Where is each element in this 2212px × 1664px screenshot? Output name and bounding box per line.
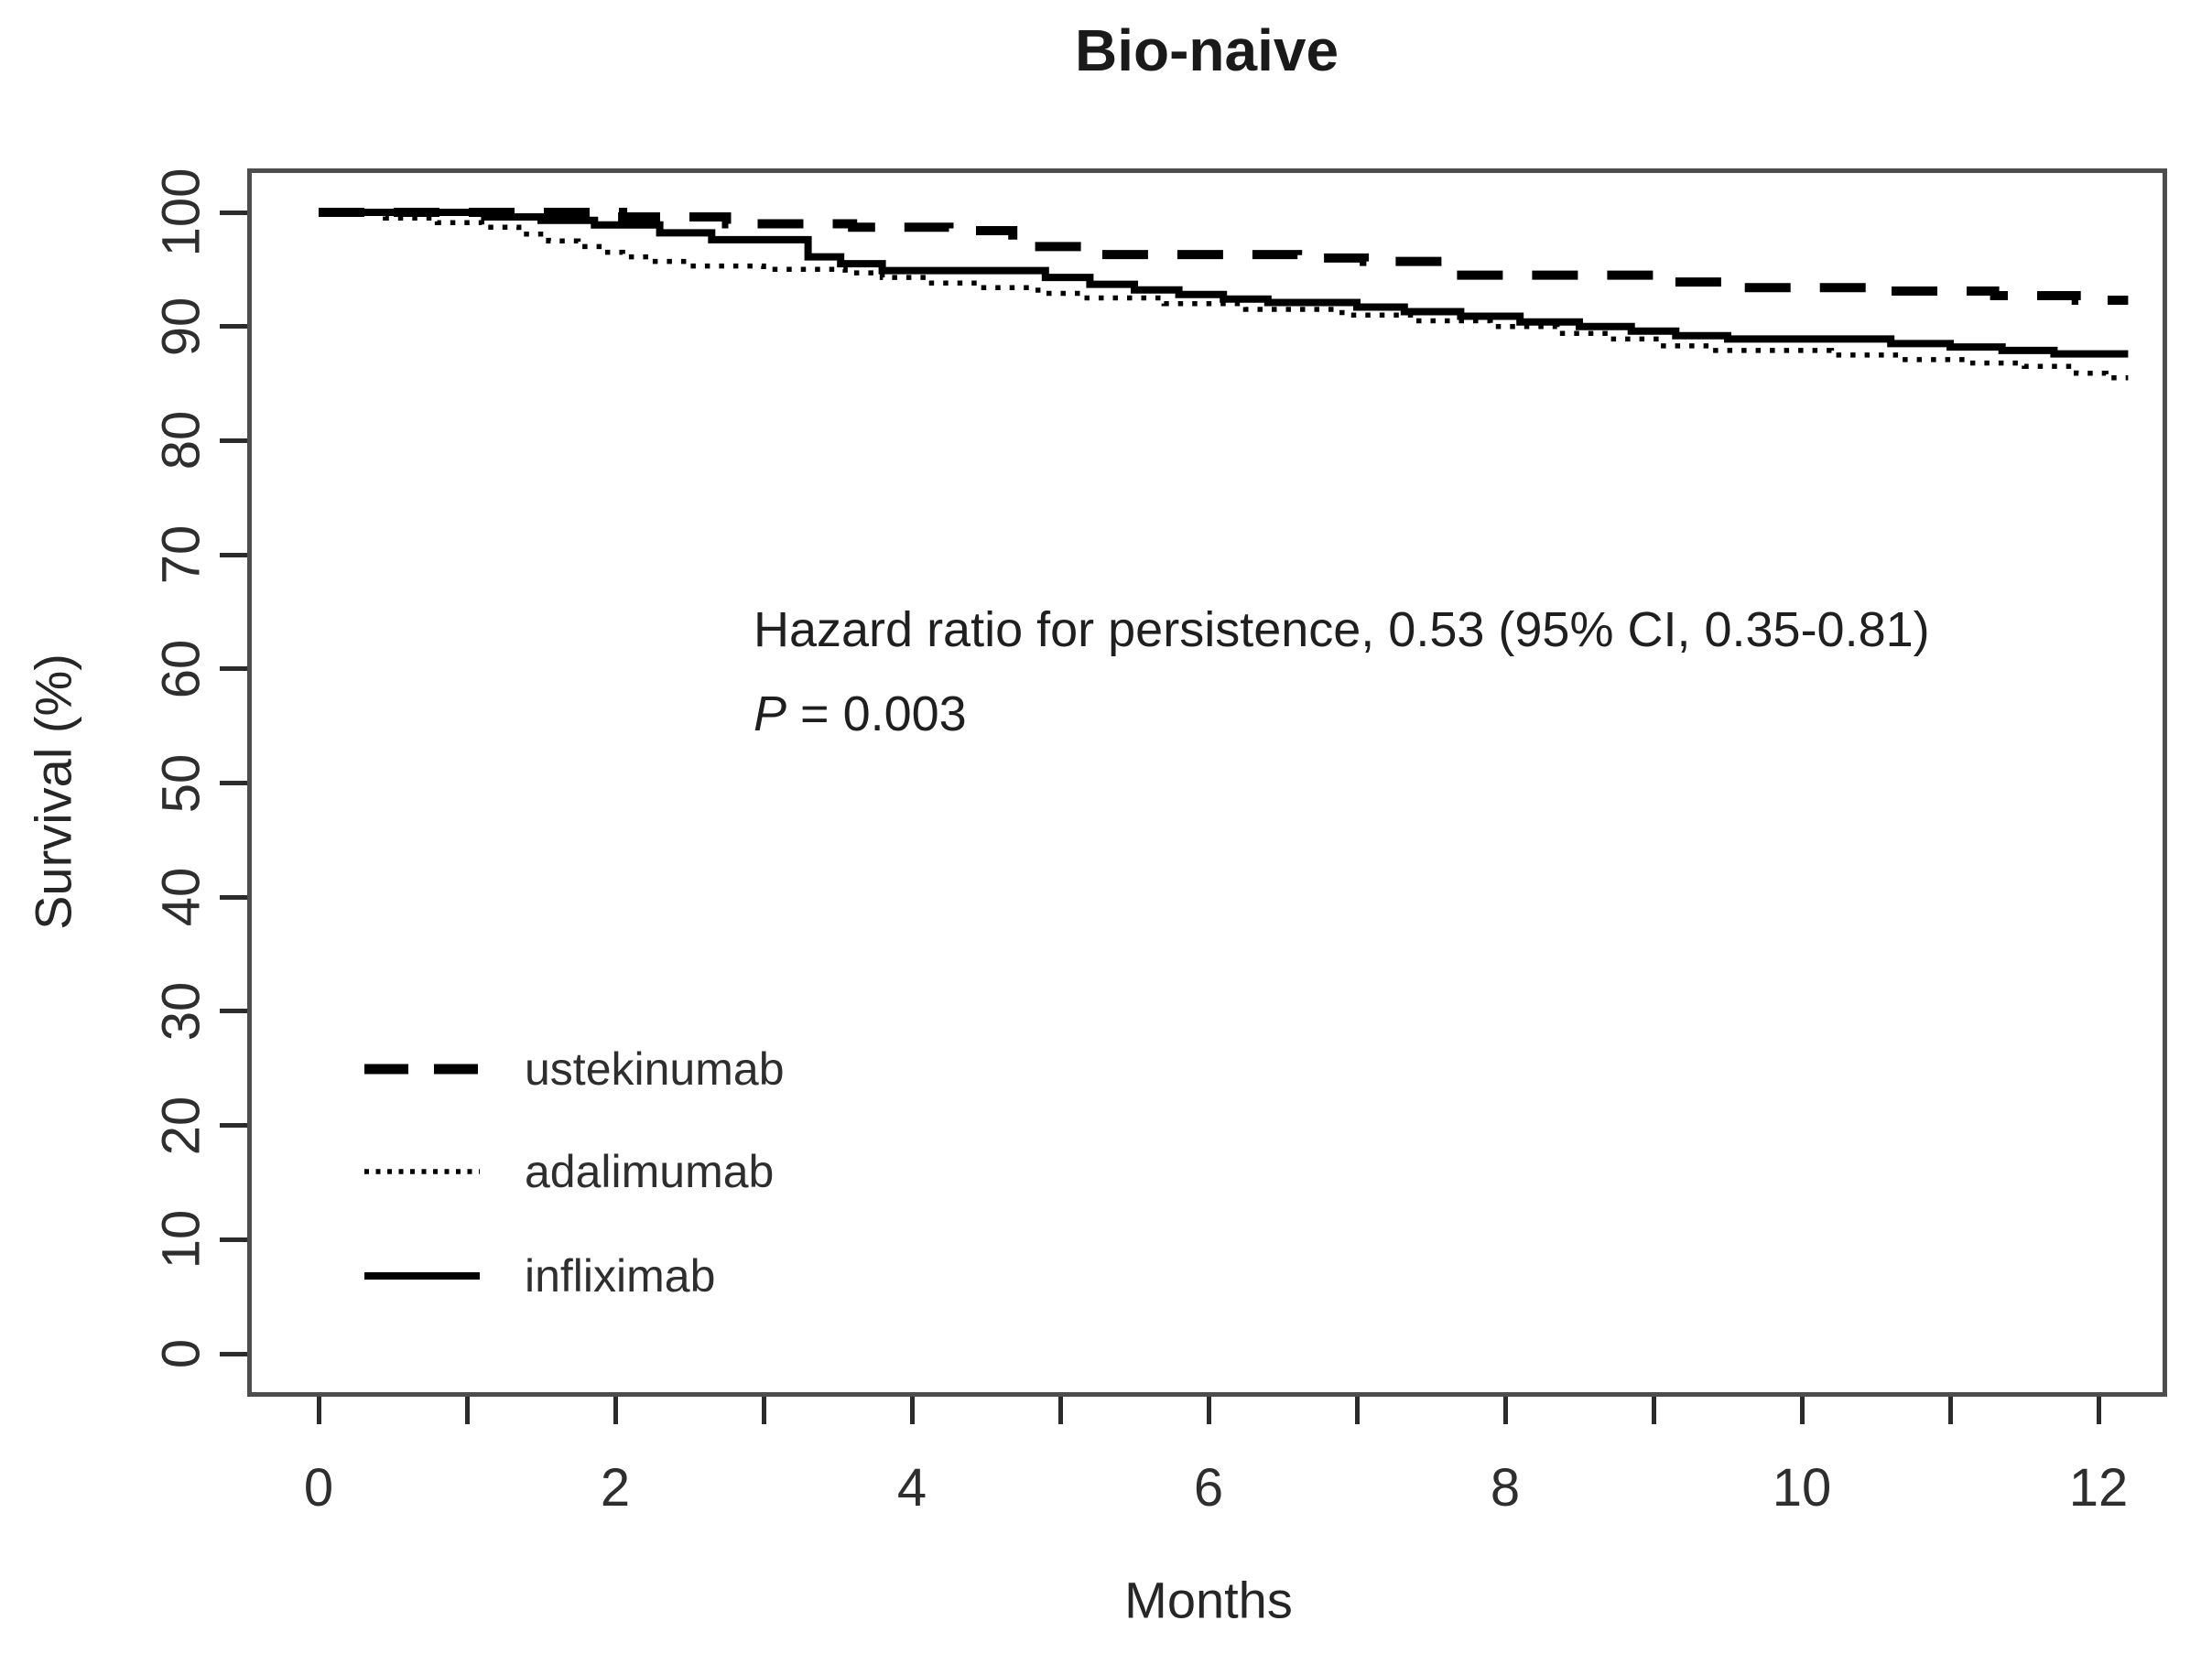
y-tick-label-40: 40 bbox=[151, 867, 211, 927]
series-line-ustekinumab bbox=[319, 208, 2129, 305]
x-tick-11 bbox=[1947, 1397, 1953, 1424]
y-tick-10 bbox=[220, 1237, 247, 1242]
y-tick-label-50: 50 bbox=[151, 753, 211, 813]
legend-sample-dashed-line bbox=[364, 1064, 480, 1075]
y-tick-100 bbox=[220, 210, 247, 215]
y-tick-30 bbox=[220, 1009, 247, 1014]
y-tick-label-20: 20 bbox=[151, 1096, 211, 1155]
y-tick-50 bbox=[220, 781, 247, 785]
x-tick-label-2: 2 bbox=[600, 1458, 631, 1518]
x-tick-1 bbox=[464, 1397, 470, 1424]
y-tick-label-100: 100 bbox=[151, 167, 211, 257]
x-tick-label-10: 10 bbox=[1772, 1458, 1832, 1518]
y-tick-label-70: 70 bbox=[151, 524, 211, 585]
x-tick-label-8: 8 bbox=[1490, 1458, 1521, 1518]
legend-sample-dotted-line bbox=[364, 1169, 480, 1174]
y-tick-40 bbox=[220, 894, 247, 900]
hazard-ratio-text: Hazard ratio for persistence, 0.53 (95% … bbox=[754, 602, 1930, 657]
x-tick-7 bbox=[1354, 1397, 1360, 1424]
y-tick-0 bbox=[220, 1351, 247, 1356]
survival-curves-svg bbox=[319, 208, 2129, 381]
legend-item-ustekinumab: ustekinumab bbox=[357, 1032, 785, 1106]
y-tick-20 bbox=[220, 1123, 247, 1129]
x-tick-0 bbox=[316, 1397, 321, 1424]
x-tick-10 bbox=[1799, 1397, 1805, 1424]
y-tick-label-30: 30 bbox=[151, 981, 211, 1042]
y-tick-60 bbox=[220, 666, 247, 672]
y-tick-70 bbox=[220, 552, 247, 557]
plot-area bbox=[247, 168, 2167, 1397]
x-axis-label: Months bbox=[1124, 1571, 1293, 1629]
x-tick-label-0: 0 bbox=[303, 1458, 334, 1518]
x-tick-9 bbox=[1651, 1397, 1656, 1424]
legend-label-infliximab: infliximab bbox=[525, 1250, 716, 1302]
legend-label-ustekinumab: ustekinumab bbox=[525, 1043, 785, 1095]
series-line-infliximab bbox=[319, 209, 2129, 358]
p-value-symbol: P bbox=[754, 686, 787, 741]
x-tick-4 bbox=[909, 1397, 915, 1424]
y-tick-80 bbox=[220, 438, 247, 443]
legend-item-adalimumab: adalimumab bbox=[357, 1135, 774, 1208]
x-tick-6 bbox=[1206, 1397, 1211, 1424]
legend-label-adalimumab: adalimumab bbox=[525, 1146, 775, 1197]
y-tick-90 bbox=[220, 324, 247, 330]
x-tick-12 bbox=[2096, 1397, 2101, 1424]
x-tick-3 bbox=[761, 1397, 766, 1424]
y-tick-label-10: 10 bbox=[151, 1210, 211, 1270]
legend-item-infliximab: infliximab bbox=[357, 1239, 715, 1313]
x-tick-2 bbox=[613, 1397, 618, 1424]
y-tick-label-90: 90 bbox=[151, 297, 211, 356]
x-tick-label-6: 6 bbox=[1193, 1458, 1224, 1518]
y-tick-label-80: 80 bbox=[151, 411, 211, 470]
y-tick-label-60: 60 bbox=[151, 639, 211, 699]
chart-title: Bio-naive bbox=[1074, 17, 1339, 83]
legend-sample-solid-line bbox=[364, 1272, 480, 1280]
hazard-ratio-annotation: Hazard ratio for persistence, 0.53 (95% … bbox=[754, 588, 1930, 756]
y-tick-label-0: 0 bbox=[151, 1338, 211, 1369]
x-tick-label-12: 12 bbox=[2068, 1458, 2129, 1518]
x-tick-label-4: 4 bbox=[896, 1458, 927, 1518]
y-axis-label: Survival (%) bbox=[24, 654, 82, 930]
x-tick-5 bbox=[1057, 1397, 1063, 1424]
x-tick-8 bbox=[1502, 1397, 1508, 1424]
p-value-text: = 0.003 bbox=[786, 686, 967, 741]
